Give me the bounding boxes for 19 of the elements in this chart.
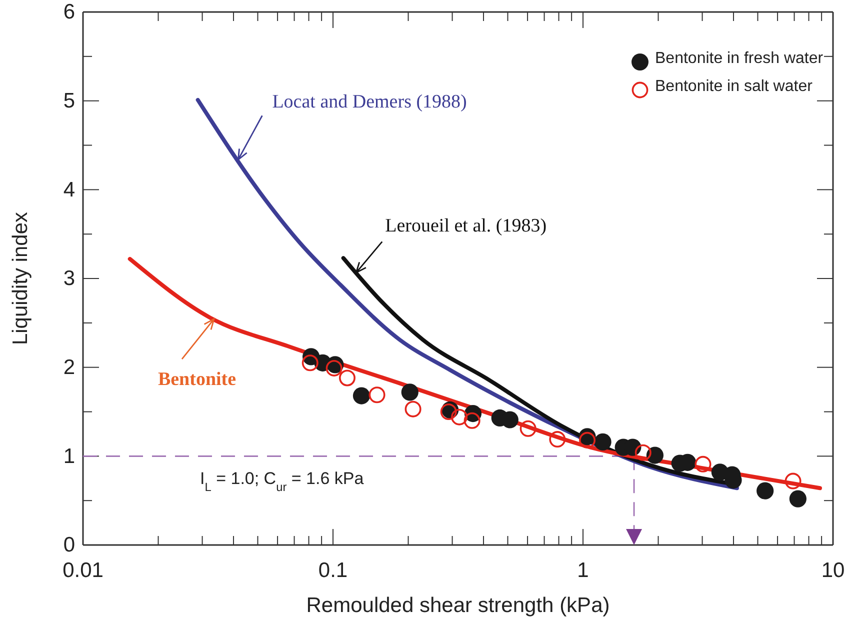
text: Leroueil et al. (1983) [385,216,547,237]
x-axis-title: Remoulded shear strength (kPa) [306,594,610,617]
y-tick-label: 5 [63,90,75,113]
x-tick-label: 10 [821,559,845,582]
y-tick-label: 0 [63,534,75,557]
text: Locat and Demers (1988) [272,92,467,113]
legend-label: Bentonite in fresh water [655,50,824,67]
y-tick-label: 6 [63,0,75,24]
series-label: Bentonite [158,369,236,390]
y-tick-label: 4 [63,178,76,202]
annotation: I$_{L}$ = 1.0; C$_{ur}$ = 1.6 kPa [200,469,364,494]
legend-label: Bentonite in salt water [655,78,814,95]
x-tick-label: 0.01 [62,559,104,582]
y-tick-label: 1 [63,444,75,468]
y-tick-label: 2 [63,356,75,380]
x-tick-label: 1 [577,559,589,582]
y-tick-label: 3 [63,267,75,290]
x-tick-label: 0.1 [318,559,348,582]
y-axis-title: Liquidity index [9,211,32,346]
